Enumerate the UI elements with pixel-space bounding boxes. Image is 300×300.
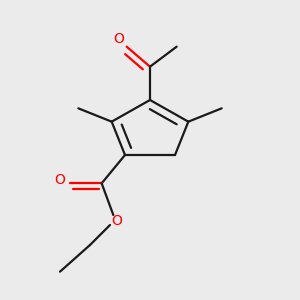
Text: O: O: [111, 214, 122, 228]
Text: O: O: [113, 32, 124, 46]
Text: O: O: [54, 173, 65, 187]
